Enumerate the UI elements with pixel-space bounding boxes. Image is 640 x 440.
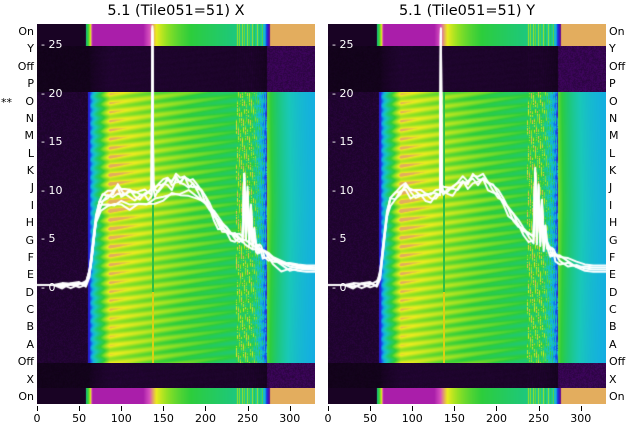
category-label-b-17: B (609, 320, 617, 334)
x-tick-mark-250-right (539, 406, 540, 411)
category-label-h-11: H (609, 216, 618, 230)
x-tick-mark-150-left (163, 406, 164, 411)
category-label-d-15: D (609, 285, 618, 299)
category-label-f-13: F (27, 250, 34, 264)
x-tick-mark-300-left (290, 406, 291, 411)
x-tick-mark-50-right (370, 406, 371, 411)
category-label-m-6: M (609, 129, 619, 143)
category-label-a-18: A (26, 337, 34, 351)
category-label-e-14: E (609, 268, 616, 282)
category-label-b-17: B (26, 320, 34, 334)
category-label-x-20: X (26, 372, 34, 386)
category-label-k-8: K (26, 164, 34, 178)
heatmap-panel-y[interactable]: - 25- 20- 15- 10- 5- 0 (328, 24, 606, 404)
x-tick-mark-200-left (205, 406, 206, 411)
panel-title-x: 5.1 (Tile051=51) X (107, 3, 245, 19)
x-tick-label-300-right: 300 (570, 412, 592, 425)
category-label-p-3: P (609, 77, 616, 91)
category-label-on-0: On (609, 25, 625, 38)
category-label-off-2: Off (609, 59, 626, 73)
x-tick-label-300-left: 300 (279, 412, 301, 425)
x-tick-mark-50-left (79, 406, 80, 411)
category-label-off-2: Off (17, 59, 34, 73)
category-axis-right: On Y Off P O N M L K J I H G F E D C B A Off X On (606, 0, 640, 440)
x-tick-mark-150-right (454, 406, 455, 411)
category-label-d-15: D (25, 285, 34, 299)
category-label-p-3: P (27, 77, 34, 91)
category-label-y-1: Y (27, 42, 34, 56)
x-tick-label-100-right: 100 (401, 412, 423, 425)
x-tick-mark-300-right (581, 406, 582, 411)
category-label-a-18: A (609, 337, 617, 351)
category-label-i-10: I (609, 198, 613, 212)
category-label-on-21: On (609, 390, 625, 403)
x-tick-label-0-left: 0 (33, 412, 41, 425)
x-tick-label-150-left: 150 (152, 412, 174, 425)
category-label-n-5: N (25, 111, 34, 125)
category-label-y-1: Y (609, 42, 616, 56)
x-tick-label-50-left: 50 (72, 412, 87, 425)
category-label-off-19: Off (609, 355, 626, 369)
category-label-m-6: M (24, 129, 35, 143)
x-tick-mark-100-left (121, 406, 122, 411)
x-tick-mark-0-left (37, 406, 38, 411)
category-label-c-16: C (26, 303, 34, 317)
category-label-h-11: H (25, 216, 34, 230)
x-axis-right: 0 50 100 150 200 250 300 (324, 406, 606, 432)
panel-title-y: 5.1 (Tile051=51) Y (398, 3, 536, 19)
profile-trace-layer (37, 24, 315, 404)
category-label-n-5: N (609, 111, 618, 125)
heatmap-panel-x[interactable]: - 25- 20- 15- 10- 5- 0 (37, 24, 315, 404)
category-label-j-9: J (30, 181, 34, 195)
category-label-g-12: G (25, 233, 34, 247)
x-tick-mark-250-left (248, 406, 249, 411)
x-tick-label-250-right: 250 (528, 412, 550, 425)
x-tick-label-200-left: 200 (194, 412, 216, 425)
category-label-off-19: Off (17, 355, 34, 369)
x-tick-label-200-right: 200 (485, 412, 507, 425)
x-tick-mark-100-right (412, 406, 413, 411)
x-tick-label-0-right: 0 (324, 412, 332, 425)
category-label-g-12: G (609, 233, 618, 247)
category-marker-asterisks: ** (1, 95, 12, 109)
category-label-on-21: On (18, 390, 34, 403)
category-label-o-4: O (609, 94, 618, 108)
x-tick-label-100-left: 100 (110, 412, 132, 425)
category-axis-left: On Y Off P O N M L K J I H G F E D C B A Off X On (0, 0, 36, 440)
category-label-f-13: F (609, 250, 616, 264)
category-label-on-0: On (18, 25, 34, 38)
x-tick-label-50-right: 50 (363, 412, 378, 425)
category-label-o-4: O (25, 94, 34, 108)
category-label-i-10: I (30, 198, 34, 212)
category-label-j-9: J (609, 181, 613, 195)
category-label-l-7: L (27, 146, 34, 160)
x-axis-left: 0 50 100 150 200 250 300 (33, 406, 315, 432)
category-label-x-20: X (609, 372, 617, 386)
category-label-l-7: L (609, 146, 616, 160)
category-label-e-14: E (27, 268, 34, 282)
profile-trace-layer (328, 24, 606, 404)
category-label-k-8: K (609, 164, 617, 178)
category-label-c-16: C (609, 303, 617, 317)
x-tick-label-250-left: 250 (237, 412, 259, 425)
x-tick-mark-0-right (328, 406, 329, 411)
x-tick-label-150-right: 150 (443, 412, 465, 425)
x-tick-mark-200-right (496, 406, 497, 411)
